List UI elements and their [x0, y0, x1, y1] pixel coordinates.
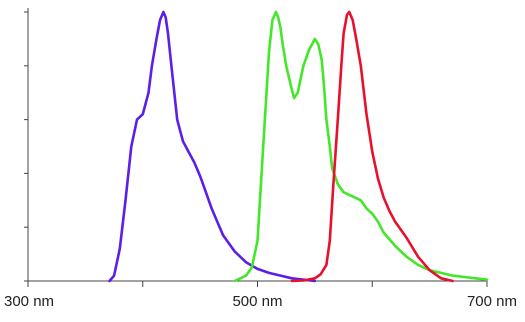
series-line-1 [233, 10, 489, 283]
x-tick-label-300: 300 nm [4, 293, 54, 310]
chart-axes [24, 8, 488, 287]
series-line-2 [290, 10, 454, 283]
tick-labels: 300 nm 500 nm 700 nm [4, 293, 517, 310]
x-tick-label-500: 500 nm [232, 293, 282, 310]
x-tick-label-700: 700 nm [467, 293, 517, 310]
series-line-0 [108, 10, 317, 283]
series-layer [108, 10, 489, 283]
